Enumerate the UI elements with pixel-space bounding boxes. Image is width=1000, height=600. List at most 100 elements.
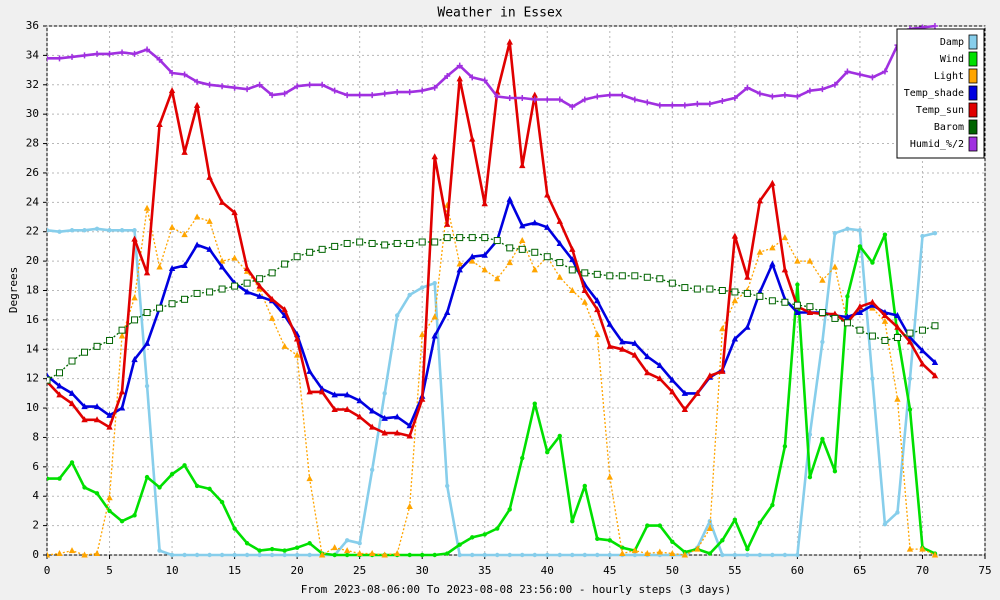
- marker: [643, 273, 651, 281]
- marker: [657, 523, 663, 528]
- marker: [206, 81, 213, 88]
- marker: [57, 476, 62, 481]
- marker: [706, 372, 714, 379]
- marker: [919, 347, 926, 354]
- y-tick-label: 32: [26, 78, 39, 91]
- marker: [881, 336, 889, 344]
- marker: [331, 544, 338, 551]
- line: [47, 233, 936, 557]
- marker: [93, 550, 101, 557]
- marker: [932, 230, 938, 236]
- marker: [269, 546, 275, 552]
- marker: [431, 313, 438, 320]
- marker: [381, 90, 388, 97]
- marker: [607, 552, 612, 558]
- x-tick-label: 0: [44, 564, 51, 577]
- marker: [606, 92, 613, 99]
- marker: [543, 253, 551, 261]
- legend-swatch: [968, 136, 978, 152]
- marker: [368, 550, 376, 557]
- marker: [406, 89, 413, 96]
- marker: [518, 245, 526, 253]
- marker: [745, 552, 750, 558]
- marker: [56, 382, 63, 389]
- marker: [919, 360, 926, 367]
- marker: [669, 388, 676, 395]
- marker: [482, 552, 487, 558]
- marker: [68, 357, 76, 365]
- marker: [893, 334, 901, 342]
- marker: [156, 304, 164, 312]
- marker: [157, 485, 162, 490]
- marker: [94, 491, 100, 496]
- marker: [168, 264, 176, 271]
- marker: [56, 550, 63, 557]
- marker: [94, 226, 100, 231]
- marker: [143, 309, 151, 317]
- marker: [194, 78, 201, 85]
- marker: [106, 423, 113, 430]
- x-tick-label: 25: [353, 564, 366, 577]
- marker: [431, 153, 438, 160]
- marker: [419, 331, 426, 338]
- marker: [331, 391, 338, 398]
- marker: [619, 345, 626, 352]
- marker: [420, 552, 425, 558]
- marker: [770, 502, 775, 508]
- marker: [281, 90, 288, 97]
- marker: [219, 499, 225, 505]
- marker: [782, 444, 788, 449]
- marker: [493, 237, 501, 245]
- marker: [494, 93, 501, 100]
- marker: [118, 388, 126, 395]
- marker: [331, 406, 338, 413]
- marker: [282, 548, 287, 553]
- marker: [731, 335, 739, 342]
- marker: [256, 292, 263, 299]
- marker: [257, 552, 262, 558]
- marker: [693, 285, 701, 293]
- marker: [907, 407, 913, 412]
- marker: [256, 275, 264, 283]
- marker: [207, 552, 212, 558]
- marker: [870, 260, 875, 265]
- marker: [757, 552, 763, 558]
- marker: [318, 245, 326, 253]
- marker: [68, 400, 76, 407]
- marker: [544, 96, 551, 103]
- marker: [506, 259, 513, 266]
- marker: [119, 228, 125, 233]
- marker: [520, 552, 525, 558]
- marker: [694, 389, 701, 396]
- marker: [443, 234, 451, 242]
- marker: [331, 242, 339, 250]
- marker: [706, 100, 713, 107]
- marker: [419, 87, 426, 94]
- marker: [393, 550, 401, 557]
- marker: [407, 292, 412, 298]
- marker: [193, 289, 201, 297]
- marker: [306, 388, 313, 395]
- marker: [656, 275, 664, 283]
- marker: [231, 84, 238, 91]
- marker: [182, 463, 187, 468]
- marker: [795, 282, 800, 287]
- marker: [806, 87, 813, 94]
- marker: [582, 552, 587, 558]
- marker: [744, 273, 751, 280]
- marker: [93, 416, 101, 423]
- marker: [218, 285, 226, 293]
- marker: [118, 332, 126, 339]
- x-tick-label: 10: [165, 564, 178, 577]
- marker: [807, 432, 813, 437]
- marker: [645, 523, 650, 528]
- marker: [356, 413, 363, 420]
- marker: [393, 413, 401, 420]
- marker: [694, 100, 701, 107]
- marker: [218, 263, 226, 270]
- y-tick-label: 30: [26, 107, 39, 120]
- marker: [156, 120, 163, 127]
- marker: [595, 552, 600, 558]
- marker: [107, 508, 112, 514]
- marker: [369, 92, 376, 99]
